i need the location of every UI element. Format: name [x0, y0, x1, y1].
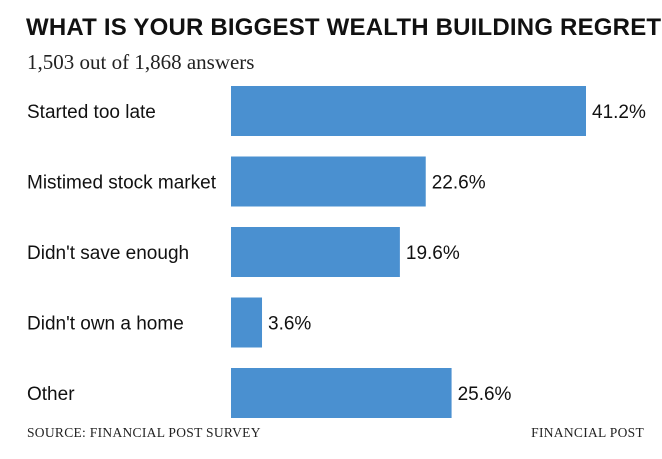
category-label-mistimed-stock-market: Mistimed stock market	[27, 173, 217, 194]
bar-didn-t-save-enough	[231, 227, 400, 277]
source-note: SOURCE: FINANCIAL POST SURVEY	[27, 425, 261, 440]
bar-started-too-late	[231, 86, 586, 136]
value-label-mistimed-stock-market: 22.6%	[432, 173, 486, 194]
value-label-didn-t-own-a-home: 3.6%	[268, 314, 311, 335]
category-label-didn-t-save-enough: Didn't save enough	[27, 243, 189, 264]
bar-mistimed-stock-market	[231, 156, 426, 207]
value-label-started-too-late: 41.2%	[592, 102, 646, 123]
chart-subtitle: 1,503 out of 1,868 answers	[27, 50, 255, 74]
value-label-other: 25.6%	[458, 384, 512, 405]
bar-other	[231, 368, 452, 418]
category-label-started-too-late: Started too late	[27, 102, 156, 123]
chart-title: WHAT IS YOUR BIGGEST WEALTH BUILDING REG…	[26, 14, 662, 41]
publisher-credit: FINANCIAL POST	[531, 425, 644, 440]
value-label-didn-t-save-enough: 19.6%	[406, 243, 460, 264]
category-label-didn-t-own-a-home: Didn't own a home	[27, 314, 184, 335]
bar-chart: Started too late 41.2% Mistimed stock mark…	[27, 86, 646, 418]
category-label-other: Other	[27, 384, 75, 405]
bar-didn-t-own-a-home	[231, 297, 263, 348]
